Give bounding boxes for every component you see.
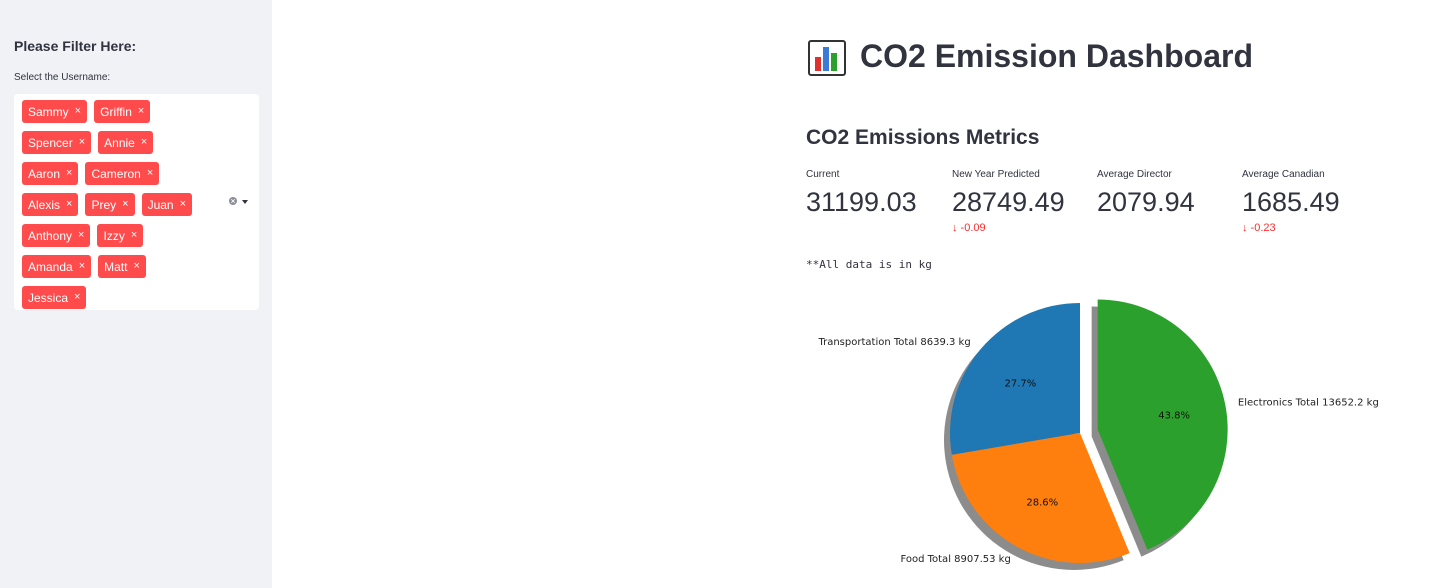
metric-value: 28749.49 — [952, 187, 1065, 217]
username-multiselect[interactable]: Sammy × Griffin × Spencer × Annie × Aaron × Camero… — [14, 94, 259, 310]
metric-label: Current — [806, 169, 840, 180]
tag-jessica[interactable]: Jessica × — [22, 286, 87, 309]
tag-remove-icon[interactable]: × — [122, 198, 129, 210]
tag-aaron[interactable]: Aaron × — [22, 162, 79, 185]
tag-label: Jessica — [28, 290, 69, 305]
tag-label: Cameron — [91, 166, 141, 181]
pie-slice — [951, 433, 1130, 563]
tag-spencer[interactable]: Spencer × — [22, 131, 92, 154]
slice-percent-label: 27.7% — [1004, 379, 1036, 390]
tag-label: Izzy — [103, 228, 125, 243]
tag-label: Matt — [104, 259, 128, 274]
tag-cameron[interactable]: Cameron × — [85, 162, 160, 185]
tag-amanda[interactable]: Amanda × — [22, 255, 92, 278]
slice-percent-label: 43.8% — [1158, 410, 1190, 421]
tag-label: Amanda — [28, 259, 73, 274]
tag-matt[interactable]: Matt × — [98, 255, 146, 278]
selected-tags: Sammy × Griffin × Spencer × Annie × Aaron × Camero… — [22, 100, 212, 309]
pie-slice — [950, 303, 1080, 455]
metric-average-director: Average Director 2079.94 — [1097, 169, 1195, 218]
slice-label: Electronics Total 13652.2 kg — [1238, 398, 1379, 409]
metric-label: Average Canadian — [1242, 169, 1325, 180]
metric-new-year-predicted: New Year Predicted 28749.49 ↓ -0.09 — [952, 169, 1065, 234]
metrics-section-title: CO2 Emissions Metrics — [806, 126, 1040, 149]
tag-label: Sammy — [28, 104, 69, 119]
slice-label: Food Total 8907.53 kg — [900, 554, 1010, 565]
metric-current: Current 31199.03 — [806, 169, 917, 218]
metric-label: New Year Predicted — [952, 169, 1040, 180]
tag-remove-icon[interactable]: × — [74, 105, 82, 117]
emissions-pie-chart: 27.7% Transportation Total 8639.3 kg 28.6%… — [817, 299, 1379, 570]
metric-value: 2079.94 — [1097, 187, 1195, 217]
tag-sammy[interactable]: Sammy × — [22, 100, 88, 123]
slice-percent-label: 28.6% — [1026, 497, 1058, 508]
tag-remove-icon[interactable]: × — [78, 229, 85, 241]
tag-griffin[interactable]: Griffin × — [94, 100, 151, 123]
slice-label: Transportation Total 8639.3 kg — [817, 337, 970, 348]
tag-remove-icon[interactable]: × — [66, 198, 73, 210]
tag-remove-icon[interactable]: × — [78, 260, 86, 272]
tag-remove-icon[interactable]: × — [74, 291, 81, 303]
tag-label: Aaron — [28, 166, 61, 181]
sidebar: Please Filter Here: Select the Username:… — [0, 0, 272, 588]
page-title: CO2 Emission Dashboard — [860, 38, 1253, 74]
tag-remove-icon[interactable]: × — [66, 167, 73, 179]
tag-annie[interactable]: Annie × — [98, 131, 154, 154]
tag-remove-icon[interactable]: × — [179, 198, 187, 210]
bar-chart-icon — [808, 40, 846, 76]
tag-remove-icon[interactable]: × — [146, 167, 154, 179]
tag-remove-icon[interactable]: × — [137, 105, 145, 117]
tag-remove-icon[interactable]: × — [133, 260, 140, 272]
tag-label: Prey — [91, 197, 117, 212]
tag-juan[interactable]: Juan × — [141, 193, 193, 216]
tag-remove-icon[interactable]: × — [78, 136, 86, 148]
metric-delta: ↓ -0.23 — [1242, 222, 1276, 234]
tag-remove-icon[interactable]: × — [130, 229, 138, 241]
metric-label: Average Director — [1097, 169, 1172, 180]
pie-slice — [1097, 299, 1228, 550]
tag-label: Spencer — [28, 135, 73, 150]
metric-value: 1685.49 — [1242, 187, 1340, 217]
username-select-label: Select the Username: — [14, 72, 111, 83]
tag-remove-icon[interactable]: × — [140, 136, 148, 148]
tag-anthony[interactable]: Anthony × — [22, 224, 91, 247]
metric-average-canadian: Average Canadian 1685.49 ↓ -0.23 — [1242, 169, 1340, 234]
tag-label: Griffin — [100, 104, 132, 119]
units-note: **All data is in kg — [806, 258, 932, 271]
tag-izzy[interactable]: Izzy × — [97, 224, 144, 247]
tag-label: Juan — [147, 197, 174, 212]
metric-delta: ↓ -0.09 — [952, 222, 986, 234]
tag-prey[interactable]: Prey × — [85, 193, 135, 216]
metric-value: 31199.03 — [806, 187, 917, 217]
tag-label: Anthony — [28, 228, 73, 243]
tag-label: Annie — [104, 135, 135, 150]
chevron-down-icon[interactable] — [242, 200, 248, 204]
tag-label: Alexis — [28, 197, 61, 212]
clear-all-icon[interactable] — [229, 197, 237, 205]
sidebar-title: Please Filter Here: — [14, 38, 137, 54]
tag-alexis[interactable]: Alexis × — [22, 193, 79, 216]
